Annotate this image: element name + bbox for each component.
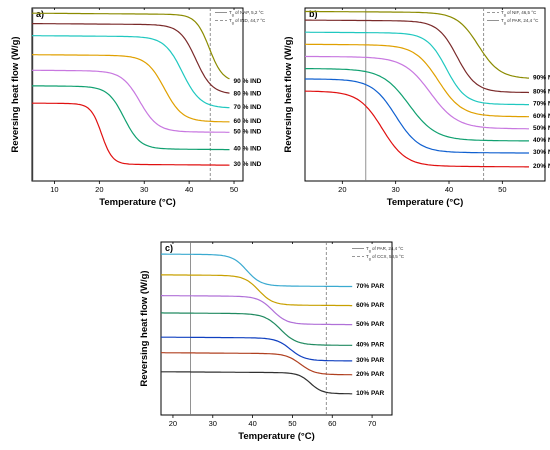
x-tick-label: 30 <box>391 185 399 194</box>
series-curve <box>32 85 230 151</box>
x-axis-label: Temperature (°C) <box>99 197 175 208</box>
series-curve <box>305 67 529 142</box>
series-label: 50% NIF <box>533 125 550 132</box>
plot-frame <box>31 7 244 182</box>
y-axis-label: Reversing heat flow (W/g) <box>10 36 21 152</box>
x-tick-label: 30 <box>209 419 217 428</box>
legend-tg-symbol: T <box>366 254 369 259</box>
plot-frame <box>304 7 546 182</box>
x-tick-label: 30 <box>140 185 148 194</box>
series-curve <box>32 35 230 109</box>
series-label: 50% PAR <box>356 321 384 328</box>
series-curve <box>161 352 353 376</box>
series-curve <box>161 253 353 288</box>
series-label: 60 % IND <box>234 118 262 125</box>
legend-entry: Tg of IND, 44,7 °C <box>229 18 266 25</box>
chart-panel-2: b) 20 30 40 50 Temperature (°C) Reversing heat… <box>283 7 550 208</box>
plot-frame <box>160 241 393 416</box>
series-curve <box>305 31 529 106</box>
legend-tg-text: of PAR, 24,4 °C <box>371 246 404 251</box>
series-curve <box>161 312 353 346</box>
legend-tg-text: of IND, 44,7 °C <box>234 18 266 23</box>
series-curve <box>305 10 530 79</box>
legend-tg-text: of CCX, 58,5 °C <box>371 254 405 259</box>
series-label: 60% PAR <box>356 302 384 309</box>
panel-label: b) <box>309 9 318 19</box>
x-tick-label: 50 <box>288 419 296 428</box>
legend-tg-subscript: g <box>232 21 234 25</box>
x-tick-label: 60 <box>328 419 336 428</box>
series-label: 80 % IND <box>234 90 262 97</box>
series-label: 10% PAR <box>356 390 384 397</box>
series-curve <box>32 54 230 123</box>
series-curve <box>32 102 230 166</box>
series-label: 30% NIF <box>533 149 550 156</box>
series-label: 40% PAR <box>356 342 384 349</box>
legend-tg-subscript: g <box>232 13 234 17</box>
series-curve <box>161 336 353 362</box>
x-axis-label: Temperature (°C) <box>387 197 463 208</box>
x-axis-label: Temperature (°C) <box>238 431 314 442</box>
legend-entry: Tg of CCX, 58,5 °C <box>366 254 405 261</box>
y-axis-label: Reversing heat flow (W/g) <box>139 270 150 386</box>
legend-tg-subscript: g <box>369 249 371 253</box>
y-axis-label: Reversing heat flow (W/g) <box>283 36 294 152</box>
series-curve <box>305 78 529 154</box>
legend-tg-text: of PAR, 24,4 °C <box>506 18 539 23</box>
series-curve <box>32 69 230 133</box>
series-label: 30% PAR <box>356 357 384 364</box>
legend-tg-symbol: T <box>501 10 504 15</box>
legend-entry: Tg of PAR, 24,4 °C <box>501 18 539 25</box>
series-curve <box>161 295 353 326</box>
x-tick-label: 70 <box>368 419 376 428</box>
series-label: 90 % IND <box>234 78 262 85</box>
chart-panel-3: c) 20 30 40 50 60 70 Temperature (°C) Reversing … <box>139 241 405 442</box>
series-label: 70 % IND <box>234 104 262 111</box>
x-tick-label: 20 <box>95 185 103 194</box>
legend-tg-symbol: T <box>366 246 369 251</box>
series-label: 60% NIF <box>533 113 550 120</box>
series-curve <box>304 55 529 130</box>
series-curve <box>304 90 529 168</box>
series-curve <box>161 371 353 395</box>
legend-tg-text: of NAP, 5,2 °C <box>234 10 265 15</box>
legend-tg-symbol: T <box>229 10 232 15</box>
legend-tg-symbol: T <box>501 18 504 23</box>
series-curve <box>305 43 529 118</box>
x-tick-label: 20 <box>169 419 177 428</box>
series-label: 70% PAR <box>356 283 384 290</box>
series-label: 40% NIF <box>533 137 550 144</box>
chart-panel-1: a) 10 20 30 40 50 Temperature (°C) Reversing he… <box>10 7 266 208</box>
legend-entry: Tg of PAR, 24,4 °C <box>366 246 404 253</box>
legend-tg-subscript: g <box>369 257 371 261</box>
x-tick-label: 40 <box>185 185 193 194</box>
series-label: 30 % IND <box>234 161 262 168</box>
legend-entry: Tg of NIF, 46,5 °C <box>501 10 537 17</box>
legend-entry: Tg of NAP, 5,2 °C <box>229 10 264 17</box>
panel-label: a) <box>36 9 44 19</box>
legend-tg-subscript: g <box>504 13 506 17</box>
series-label: 40 % IND <box>234 146 262 153</box>
series-curve <box>32 23 230 94</box>
series-label: 20% PAR <box>356 371 384 378</box>
x-tick-label: 10 <box>50 185 58 194</box>
series-label: 80% NIF <box>533 89 550 96</box>
series-label: 20% NIF <box>533 163 550 170</box>
series-label: 50 % IND <box>234 128 262 135</box>
series-curve <box>32 12 230 80</box>
x-tick-label: 50 <box>230 185 238 194</box>
x-tick-label: 50 <box>498 185 506 194</box>
x-tick-label: 20 <box>338 185 346 194</box>
series-label: 70% NIF <box>533 101 550 108</box>
series-label: 90% NIF <box>533 75 550 82</box>
series-curve <box>305 19 530 94</box>
legend-tg-symbol: T <box>229 18 232 23</box>
x-tick-label: 40 <box>248 419 256 428</box>
legend-tg-text: of NIF, 46,5 °C <box>506 10 537 15</box>
panel-label: c) <box>165 243 173 253</box>
legend-tg-subscript: g <box>504 21 506 25</box>
x-tick-label: 40 <box>445 185 453 194</box>
series-curve <box>161 274 353 307</box>
